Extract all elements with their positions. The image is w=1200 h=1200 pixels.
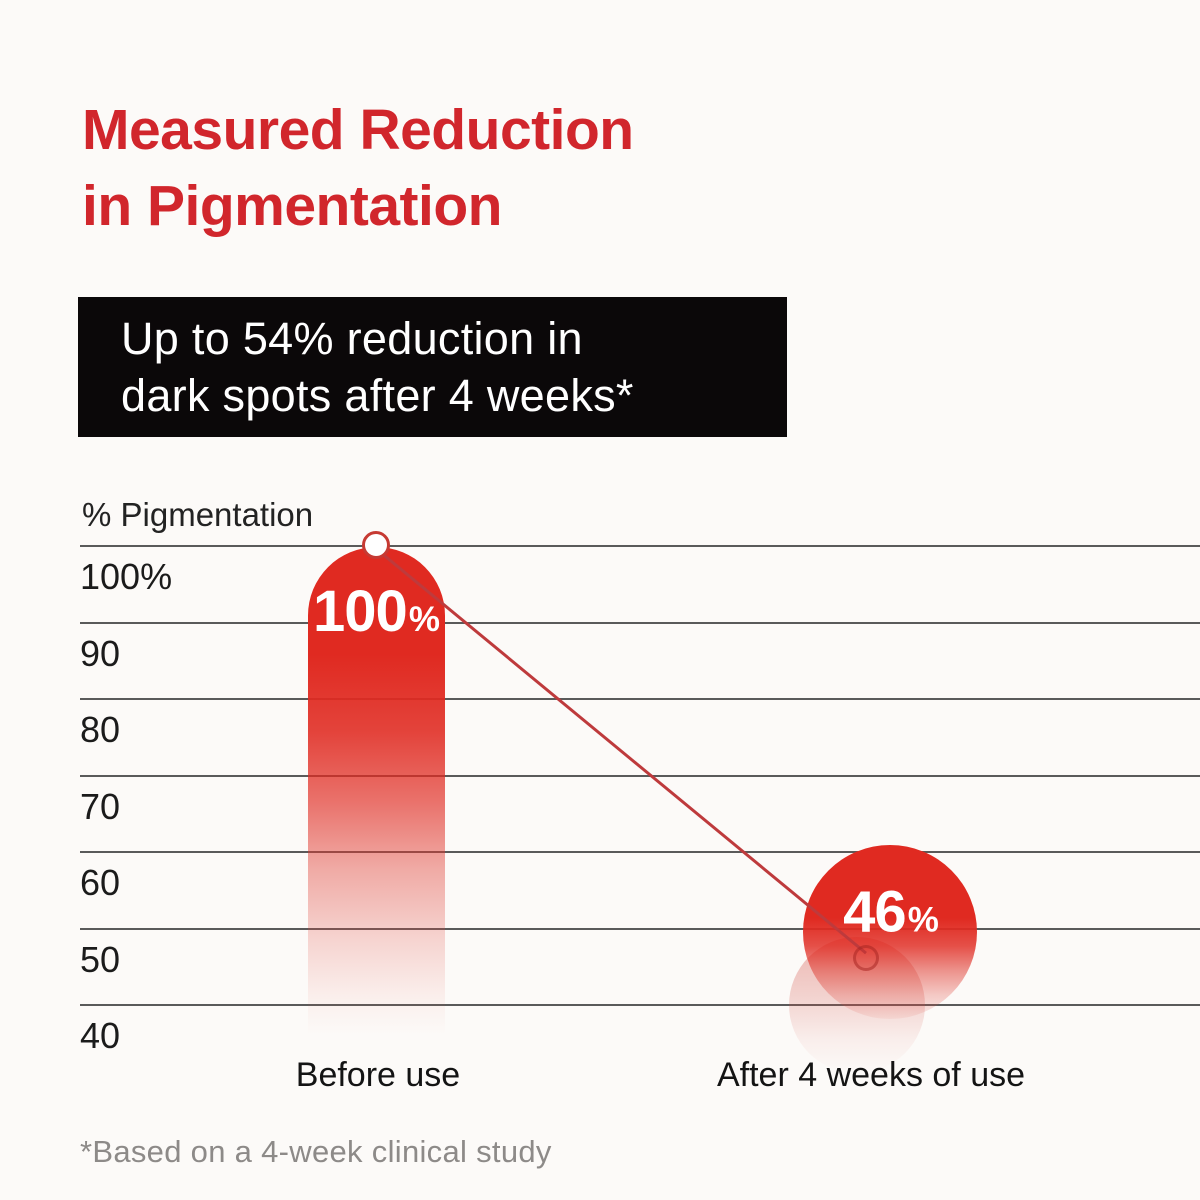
value-100-percent-sign: % <box>408 600 440 639</box>
data-point-marker-46-icon <box>853 945 879 972</box>
y-axis-title: % Pigmentation <box>82 496 314 533</box>
gridline-90 <box>80 621 1200 624</box>
page-title-line2: in Pigmentation <box>82 174 503 238</box>
y-tick-label-40: 40 <box>80 1015 121 1056</box>
callout-line1: Up to 54% reduction in <box>121 313 583 364</box>
value-100-number: 100 <box>313 579 408 644</box>
value-label-100: 100 % <box>308 578 445 645</box>
page-title-line1: Measured Reduction <box>82 98 634 162</box>
value-46-percent-sign: % <box>907 900 939 940</box>
gridline-100 <box>80 545 1200 547</box>
x-axis-label-after-4-weeks: After 4 weeks of use <box>716 1056 1026 1094</box>
y-tick-label-80: 80 <box>80 709 121 750</box>
gridline-60 <box>80 851 1200 853</box>
y-tick-label-60: 60 <box>80 862 121 903</box>
value-label-46: 46 % <box>843 879 939 946</box>
gridline-70 <box>80 774 1200 777</box>
footnote: *Based on a 4-week clinical study <box>80 1134 552 1169</box>
y-tick-label-50: 50 <box>80 938 121 980</box>
gridline-80 <box>80 698 1200 700</box>
y-tick-label-70: 70 <box>80 785 121 827</box>
callout-line2: dark spots after 4 weeks* <box>121 370 634 421</box>
y-tick-label-90: 90 <box>80 632 121 674</box>
page-title: Measured Reduction in Pigmentation <box>82 92 634 244</box>
data-point-marker-100-icon <box>362 531 390 559</box>
gridline-40 <box>80 1004 1200 1006</box>
x-axis-label-before-use: Before use <box>295 1056 461 1094</box>
y-tick-label-100: 100% <box>80 556 173 597</box>
value-46-number: 46 <box>843 879 907 945</box>
callout-banner: Up to 54% reduction in dark spots after … <box>78 297 787 437</box>
gridline-50 <box>80 927 1200 930</box>
